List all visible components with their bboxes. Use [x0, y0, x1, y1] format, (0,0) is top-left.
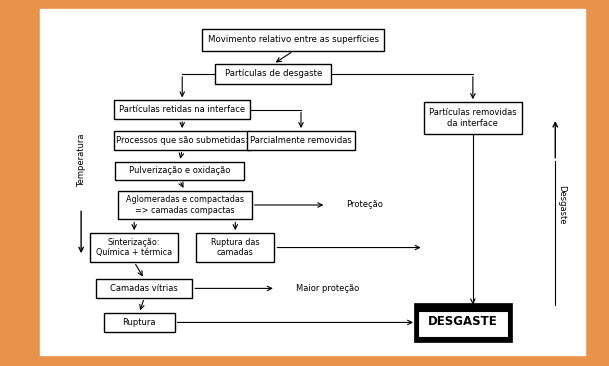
Text: Maior proteção: Maior proteção — [296, 284, 359, 293]
Text: Ruptura: Ruptura — [122, 318, 156, 327]
Bar — [115, 162, 244, 180]
Bar — [196, 233, 275, 262]
Text: Movimento relativo entre as superfícies: Movimento relativo entre as superfícies — [208, 36, 379, 44]
Bar — [202, 29, 384, 51]
Bar — [118, 191, 252, 220]
Bar — [114, 100, 250, 119]
Text: Desgaste: Desgaste — [557, 185, 566, 225]
Text: Proteção: Proteção — [347, 201, 384, 209]
Bar — [215, 64, 331, 84]
Text: Aglomeradas e compactadas
=> camadas compactas: Aglomeradas e compactadas => camadas com… — [125, 195, 244, 215]
Text: Partículas de desgaste: Partículas de desgaste — [225, 70, 322, 78]
Text: Partículas retidas na interface: Partículas retidas na interface — [119, 105, 245, 114]
Bar — [96, 279, 192, 298]
Text: Parcialmente removidas: Parcialmente removidas — [250, 136, 352, 145]
Text: Ruptura das
camadas: Ruptura das camadas — [211, 238, 259, 257]
Bar — [114, 131, 250, 150]
Bar — [418, 311, 508, 337]
Text: Sinterização:
Química + térmica: Sinterização: Química + térmica — [96, 238, 172, 257]
Bar — [424, 102, 522, 134]
Bar — [90, 233, 178, 262]
Text: Camadas vítrias: Camadas vítrias — [110, 284, 178, 293]
Bar — [247, 131, 355, 150]
Text: Pulverização e oxidação: Pulverização e oxidação — [129, 167, 230, 175]
Text: Processos que são submetidas:: Processos que são submetidas: — [116, 136, 248, 145]
Bar — [104, 313, 175, 332]
Text: Temperatura: Temperatura — [77, 134, 86, 187]
Text: Partículas removidas
da interface: Partículas removidas da interface — [429, 108, 516, 128]
Bar — [414, 303, 512, 342]
Text: DESGASTE: DESGASTE — [428, 314, 498, 328]
